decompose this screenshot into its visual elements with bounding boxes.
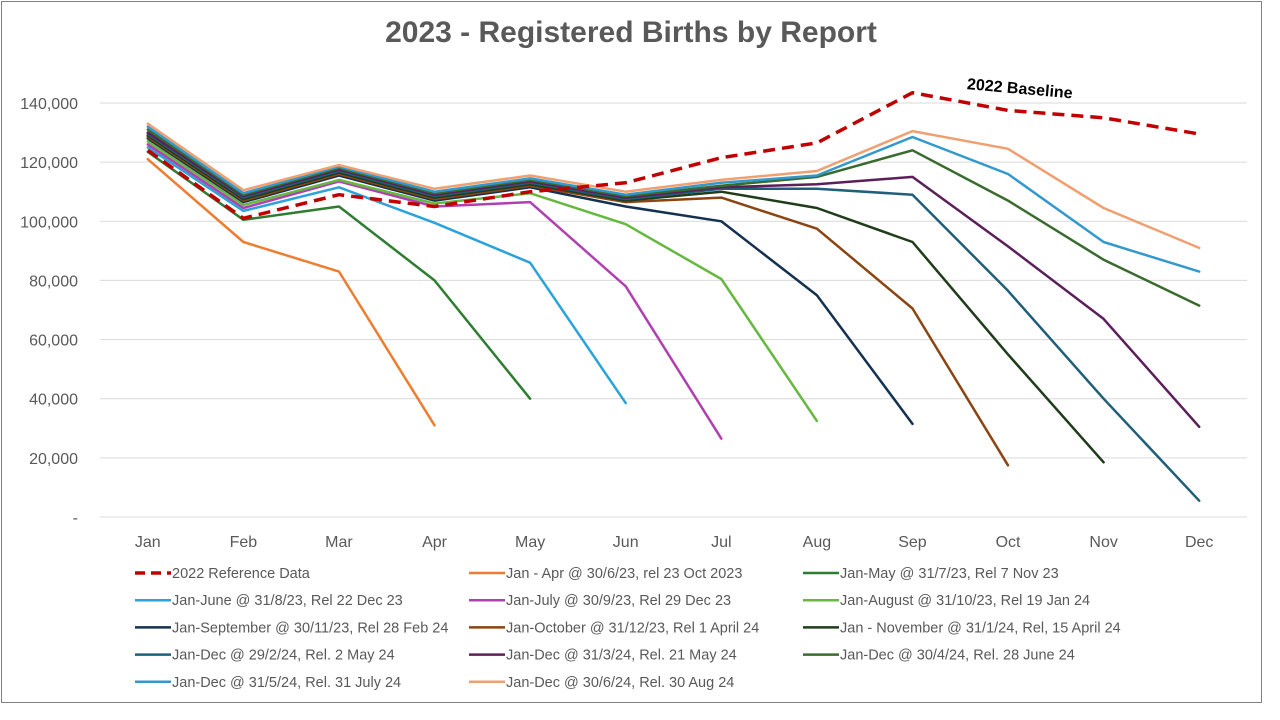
series-line: [146, 122, 1201, 250]
legend-label: Jan - Apr @ 30/6/23, rel 23 Oct 2023: [506, 566, 742, 582]
legend-label: Jan-August @ 31/10/23, Rel 19 Jan 24: [840, 593, 1090, 609]
y-tick-label: 100,000: [20, 214, 78, 231]
series-line: [146, 128, 1201, 307]
x-tick-label: Feb: [230, 534, 258, 551]
x-tick-label: Jan: [135, 534, 161, 551]
series-line: [146, 146, 627, 405]
series-line: [146, 137, 914, 426]
x-tick-label: Aug: [803, 534, 831, 551]
annotation-2022-baseline: 2022 Baseline: [966, 76, 1073, 102]
x-tick-label: Jul: [711, 534, 731, 551]
legend-label: Jan-Dec @ 29/2/24, Rel. 2 May 24: [172, 648, 395, 664]
series-line: [146, 132, 1201, 502]
x-axis: Jan Feb Mar Apr May Jun Jul Aug Sep Oct Nov Dec: [135, 534, 1214, 551]
chart-frame: [1, 1, 1262, 703]
y-tick-label: 40,000: [29, 392, 78, 409]
x-tick-label: Oct: [996, 534, 1021, 551]
x-tick-label: Mar: [325, 534, 353, 551]
y-axis: - 20,000 40,000 60,000 80,000 100,000 120,000 1…: [20, 96, 78, 527]
annotation-layer: 2022 Baseline: [966, 76, 1073, 102]
legend-label: Jan-Dec @ 31/3/24, Rel. 21 May 24: [506, 648, 737, 664]
series-line: [146, 125, 1201, 273]
chart-title: 2023 - Registered Births by Report: [385, 16, 877, 49]
x-tick-label: Sep: [898, 534, 927, 551]
legend-label: Jan-September @ 30/11/23, Rel 28 Feb 24: [172, 620, 448, 636]
legend-label: Jan-July @ 30/9/23, Rel 29 Dec 23: [506, 593, 731, 609]
series-line: [146, 134, 1105, 464]
series-line: [146, 90, 1200, 221]
x-tick-label: Jun: [613, 534, 639, 551]
series-line: [146, 140, 819, 423]
grid-layer: [100, 102, 1247, 518]
legend-label: Jan-Dec @ 30/4/24, Rel. 28 June 24: [840, 648, 1075, 664]
y-tick-label: 20,000: [29, 451, 78, 468]
x-tick-label: Nov: [1089, 534, 1117, 551]
y-tick-label: 140,000: [20, 96, 78, 113]
legend-label: Jan - November @ 31/1/24, Rel, 15 April …: [840, 620, 1121, 636]
x-tick-label: Dec: [1185, 534, 1213, 551]
series-layer: [146, 90, 1201, 502]
series-line: [146, 131, 1201, 429]
legend-label: Jan-June @ 31/8/23, Rel 22 Dec 23: [172, 593, 403, 609]
legend-label: Jan-October @ 31/12/23, Rel 1 April 24: [506, 620, 759, 636]
legend-label: Jan-Dec @ 30/6/24, Rel. 30 Aug 24: [506, 675, 734, 691]
series-line: [146, 135, 1010, 467]
x-tick-label: May: [515, 534, 545, 551]
y-tick-label: 80,000: [29, 273, 78, 290]
y-tick-label: -: [73, 510, 78, 527]
legend-label: 2022 Reference Data: [172, 566, 311, 582]
series-line: [146, 157, 436, 427]
y-tick-label: 120,000: [20, 155, 78, 172]
x-tick-label: Apr: [422, 534, 448, 551]
y-tick-label: 60,000: [29, 333, 78, 350]
legend-label: Jan-Dec @ 31/5/24, Rel. 31 July 24: [172, 675, 401, 691]
legend-label: Jan-May @ 31/7/23, Rel 7 Nov 23: [840, 566, 1059, 582]
legend: 2022 Reference Data Jan - Apr @ 30/6/23, …: [135, 566, 1121, 691]
